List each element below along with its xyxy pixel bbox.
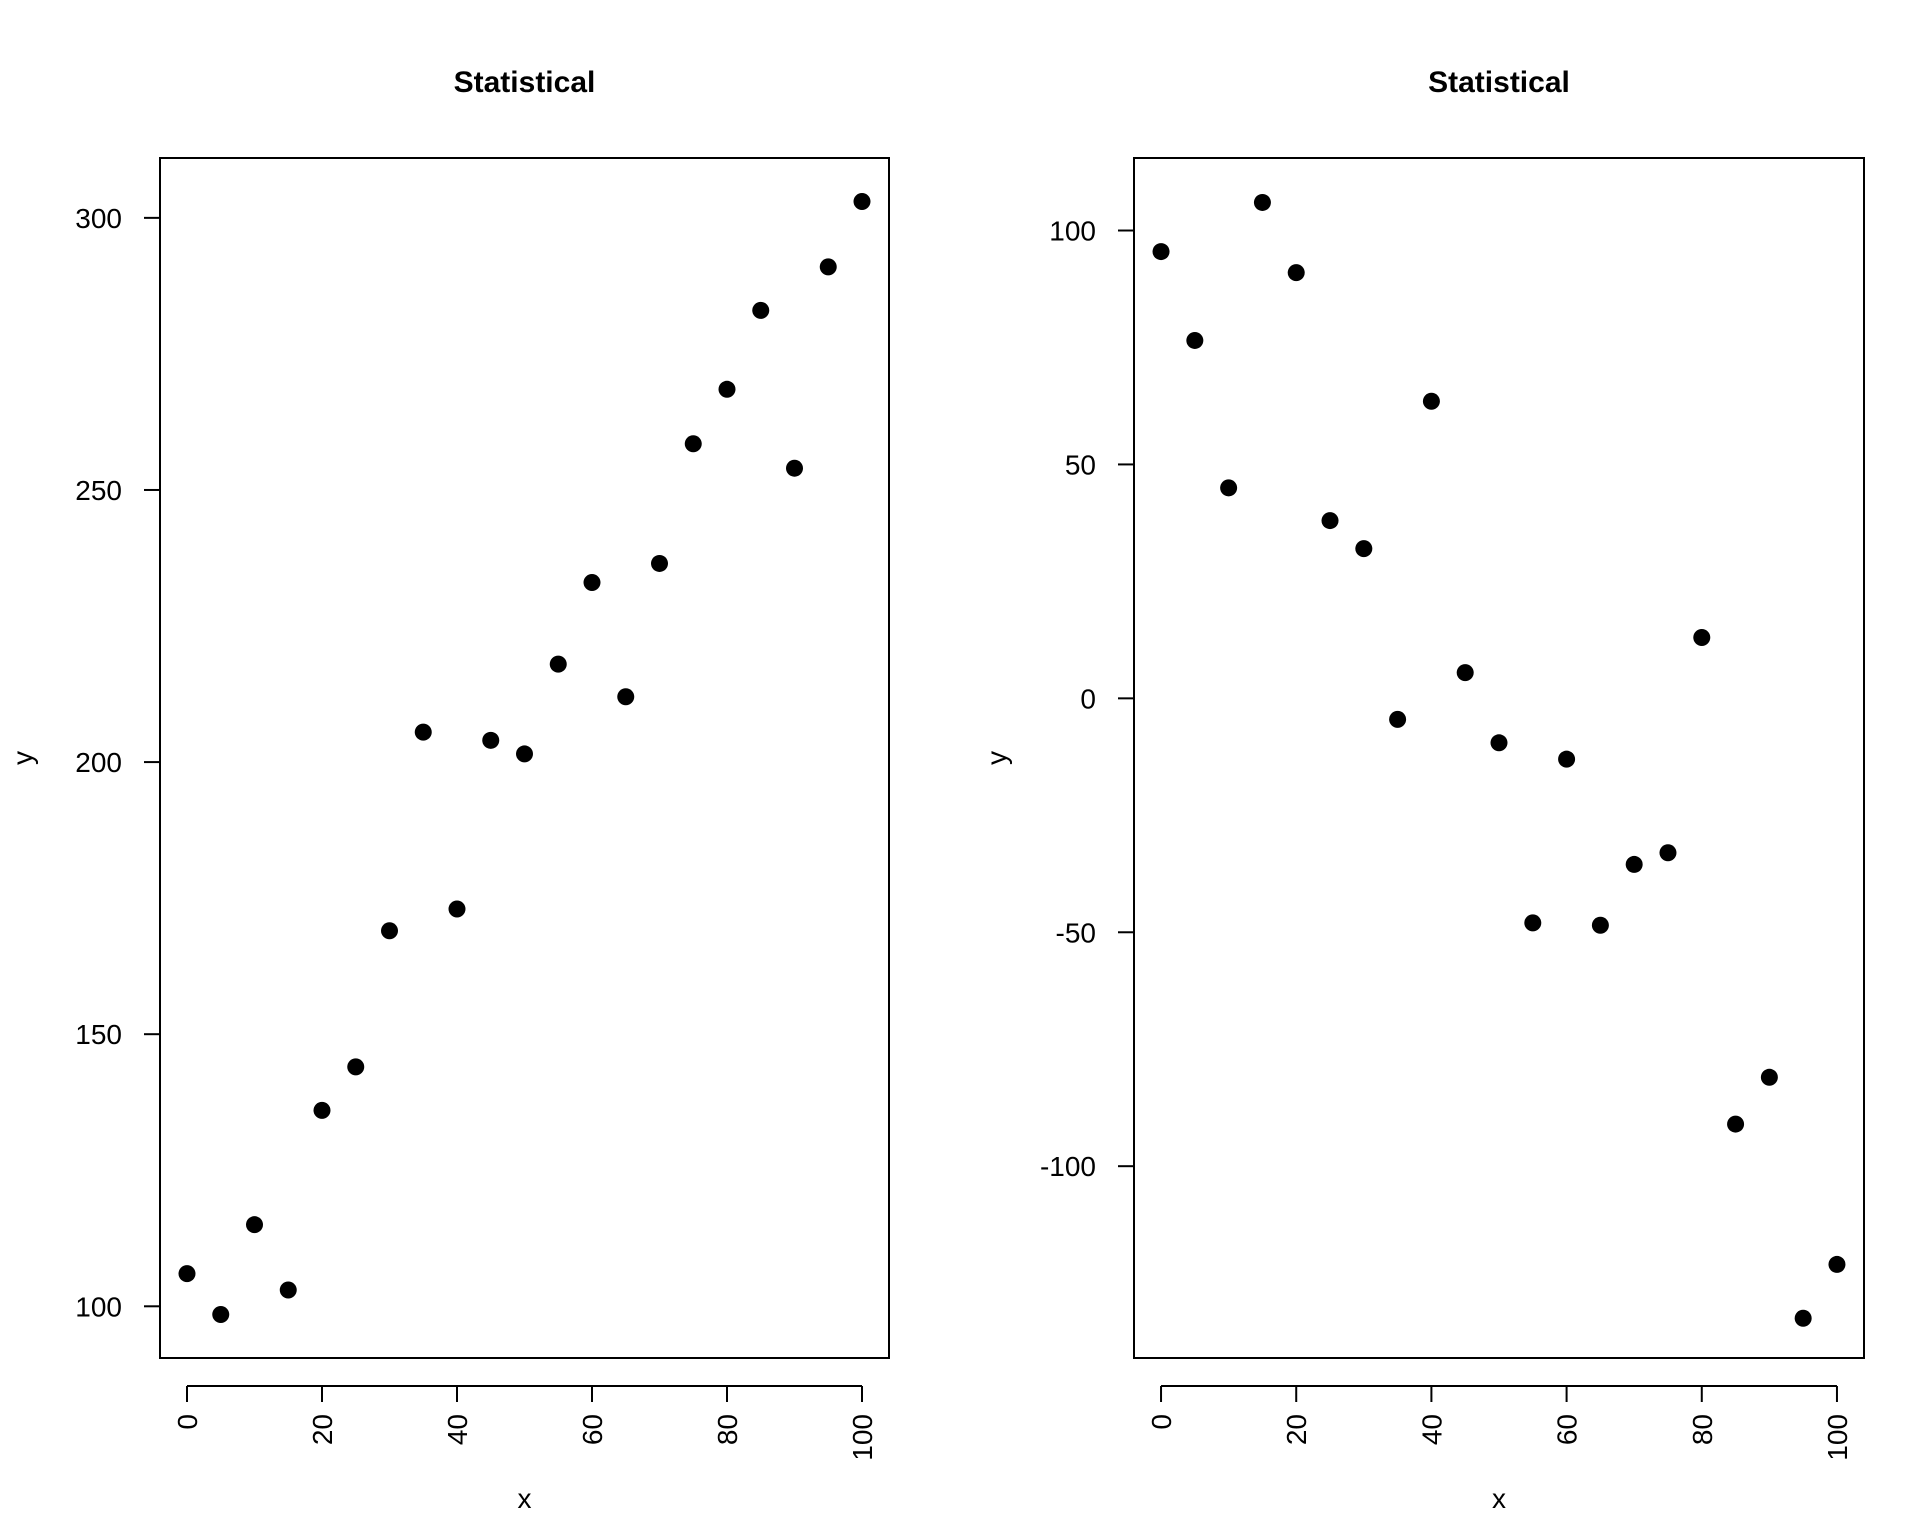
y-tick-label: 50 [1065, 449, 1096, 480]
data-point [1625, 855, 1643, 873]
x-tick-label: 80 [712, 1414, 743, 1445]
x-tick-label: 80 [1687, 1414, 1718, 1445]
data-point [819, 258, 837, 276]
data-point [1152, 243, 1170, 261]
x-tick-label: 60 [577, 1414, 608, 1445]
left-scatter-panel: Statistical 0 20 40 60 80 100 x 100 150 200 250 300 y [7, 66, 890, 1514]
data-point [583, 573, 601, 591]
data-point [516, 745, 533, 763]
y-tick-label: 150 [75, 1019, 122, 1050]
data-point [448, 900, 466, 918]
data-point [1760, 1068, 1778, 1086]
data-point [617, 688, 635, 706]
data-point [1591, 916, 1609, 934]
data-point [1794, 1309, 1812, 1327]
x-tick-label: 40 [442, 1414, 473, 1445]
data-point [279, 1281, 297, 1299]
data-point [1524, 914, 1542, 932]
x-tick-label: 20 [307, 1414, 338, 1445]
data-point [414, 723, 432, 741]
x-axis-label: x [518, 1483, 532, 1514]
data-point [718, 380, 736, 398]
data-point [1220, 479, 1238, 497]
y-tick-label: -50 [1056, 917, 1096, 948]
y-tick-label: 250 [75, 475, 122, 506]
x-tick-label: 0 [172, 1414, 203, 1430]
data-point [1727, 1115, 1745, 1133]
data-point [1389, 710, 1407, 728]
data-point [1422, 392, 1440, 410]
y-tick-label: 300 [75, 203, 122, 234]
y-axis-label: y [7, 751, 38, 765]
data-point [684, 435, 702, 453]
data-point [1558, 750, 1576, 768]
data-point [246, 1216, 263, 1234]
data-point [1490, 734, 1508, 752]
chart-title: Statistical [1428, 66, 1570, 99]
data-point [853, 193, 871, 211]
data-point [313, 1101, 331, 1119]
y-tick-label: 0 [1080, 683, 1096, 714]
data-point [1659, 844, 1677, 862]
y-tick-label: 100 [75, 1291, 122, 1322]
data-point [549, 655, 567, 673]
data-point [651, 554, 668, 572]
data-point [381, 922, 398, 940]
data-point [1456, 664, 1474, 682]
x-tick-label: 0 [1146, 1414, 1177, 1430]
x-tick-label: 100 [847, 1414, 878, 1461]
data-point [1355, 540, 1373, 558]
data-point [1253, 193, 1271, 211]
data-point [482, 731, 500, 749]
data-point [1693, 629, 1711, 647]
x-tick-label: 20 [1281, 1414, 1312, 1445]
data-point [178, 1265, 196, 1283]
y-tick-label: 200 [75, 747, 122, 778]
right-scatter-panel: Statistical 0 20 40 60 80 100 x -100 -50 0 50 100 y [981, 66, 1865, 1514]
data-point [1321, 512, 1339, 530]
data-point [786, 459, 803, 477]
x-tick-label: 100 [1822, 1414, 1853, 1461]
data-point [752, 301, 770, 319]
data-point [212, 1305, 230, 1323]
x-tick-label: 60 [1552, 1414, 1583, 1445]
y-axis-label: y [981, 751, 1012, 765]
x-axis-label: x [1492, 1483, 1506, 1514]
y-tick-label: 100 [1049, 216, 1096, 247]
chart-title: Statistical [454, 66, 596, 99]
x-tick-label: 40 [1416, 1414, 1447, 1445]
data-point [347, 1058, 365, 1076]
data-point [1828, 1255, 1846, 1273]
data-point [1287, 264, 1305, 282]
data-point [1186, 331, 1204, 349]
y-tick-label: -100 [1040, 1151, 1096, 1182]
